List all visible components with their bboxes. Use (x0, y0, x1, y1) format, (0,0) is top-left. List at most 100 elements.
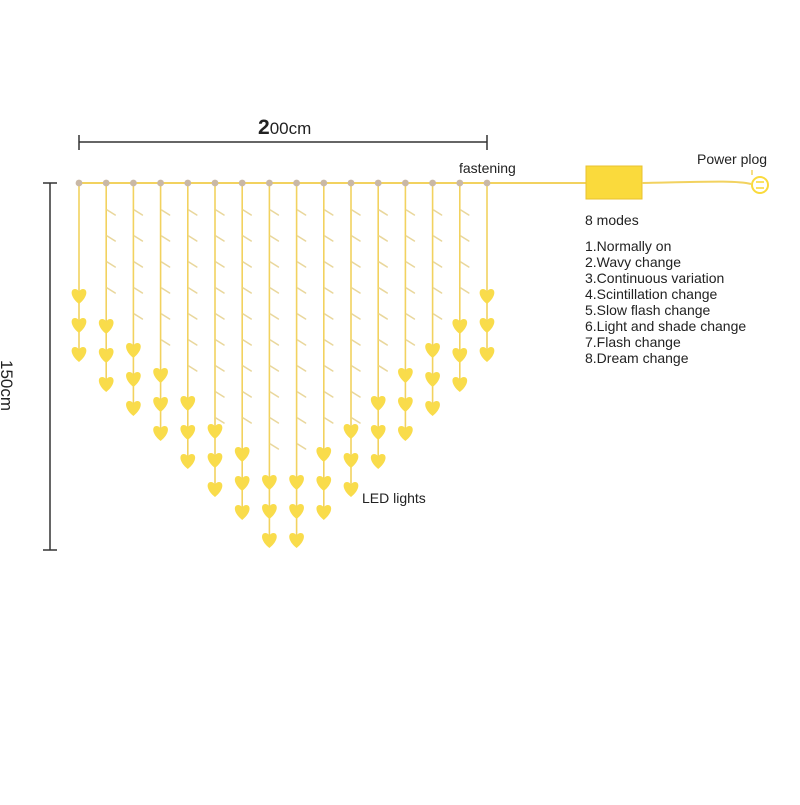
strand-leaf (188, 287, 198, 294)
strand-leaf (160, 235, 171, 242)
strand-leaf (405, 209, 416, 216)
hook-icon (293, 179, 300, 187)
fastening-hooks (75, 179, 491, 187)
strand-leaf (378, 339, 389, 346)
strand-leaf (432, 261, 443, 268)
power-cord (641, 180, 752, 185)
strand-leaf (405, 339, 416, 346)
width-dimension-label: 200cm (258, 116, 311, 140)
strand-leaf (188, 339, 198, 346)
strand-leaf (378, 313, 389, 320)
strand-leaf (296, 339, 307, 346)
strand-leaf (296, 209, 307, 216)
strand-leaf (432, 287, 443, 294)
strand-leaf (242, 391, 252, 398)
mode-item: 5.Slow flash change (585, 302, 711, 318)
strand-leaf (378, 261, 389, 268)
strand-leaf (432, 209, 443, 216)
strand-leaf (242, 339, 252, 346)
strand-leaf (296, 261, 307, 268)
mode-item: 4.Scintillation change (585, 286, 718, 302)
strand-leaf (242, 417, 252, 424)
strand-leaf (269, 209, 280, 216)
strand-leaf (405, 261, 416, 268)
width-label-rest: 00cm (269, 119, 312, 138)
strand-leaf (160, 261, 171, 268)
strand-leaf (269, 391, 280, 398)
plug-icon (751, 176, 769, 194)
strand-leaf (215, 261, 225, 268)
strand-leaf (160, 313, 171, 320)
strand-leaf (459, 235, 470, 242)
hook-icon (374, 179, 382, 187)
strand-leaf (269, 313, 280, 320)
strand-leaf (215, 339, 225, 346)
strand-leaf (323, 365, 334, 372)
strand-leaf (215, 209, 225, 216)
strand-leaf (296, 365, 307, 372)
strand-leaf (242, 209, 252, 216)
hook-icon (483, 179, 491, 187)
strand-leaf (133, 235, 144, 242)
mode-item: 1.Normally on (585, 238, 672, 254)
strand-leaf (432, 235, 443, 242)
strand-leaf (296, 235, 307, 242)
strand-leaf (378, 365, 389, 372)
hook-icon (266, 179, 273, 187)
strand-leaf (323, 391, 334, 398)
strand-leaf (323, 417, 334, 424)
strand-leaf (351, 313, 361, 320)
strand-leaf (269, 287, 280, 294)
hook-icon (157, 179, 165, 187)
strand-leaf (459, 287, 470, 294)
hook-icon (184, 179, 192, 187)
modes-list: 1.Normally on 2.Wavy change 3.Continuous… (585, 238, 746, 366)
strand-leaf (323, 339, 334, 346)
hook-icon (75, 179, 83, 187)
strand-leaf (106, 209, 116, 216)
hook-icon (456, 179, 464, 187)
mode-item: 7.Flash change (585, 334, 681, 350)
modes-title: 8 modes (585, 212, 639, 228)
mode-item: 6.Light and shade change (585, 318, 747, 334)
strand-leaf (296, 391, 307, 398)
hook-icon (320, 179, 328, 187)
hook-icon (238, 179, 246, 187)
strand-leaf (296, 287, 307, 294)
mode-item: 3.Continuous variation (585, 270, 725, 286)
strand-leaf (188, 235, 198, 242)
wires (78, 182, 586, 540)
strand-leaf (296, 313, 307, 320)
strand-leaf (269, 417, 280, 424)
strand-leaves (106, 209, 470, 450)
strand-leaf (378, 209, 389, 216)
strand-leaf (323, 287, 334, 294)
hook-icon (402, 179, 409, 187)
hook-icon (211, 179, 219, 187)
strand-leaf (269, 365, 280, 372)
strand-leaf (405, 287, 416, 294)
strand-leaf (242, 313, 252, 320)
strand-leaf (351, 417, 361, 424)
strand-leaf (215, 365, 225, 372)
strand-leaf (215, 417, 225, 424)
strand-leaf (188, 365, 198, 372)
strand-leaf (269, 339, 280, 346)
strand-leaf (188, 261, 198, 268)
strand-leaf (106, 287, 116, 294)
hook-icon (429, 179, 436, 187)
strand-leaf (242, 261, 252, 268)
strand-leaf (106, 235, 116, 242)
strand-leaf (351, 287, 361, 294)
strand-leaf (242, 287, 252, 294)
strand-leaf (215, 391, 225, 398)
power-plug-label: Power plog (697, 151, 768, 167)
strand-leaf (269, 261, 280, 268)
strand-leaf (378, 287, 389, 294)
strand-leaf (459, 261, 470, 268)
strand-leaf (242, 235, 252, 242)
strand-leaf (188, 209, 198, 216)
mode-item: 2.Wavy change (585, 254, 681, 270)
mode-item: 8.Dream change (585, 350, 689, 366)
